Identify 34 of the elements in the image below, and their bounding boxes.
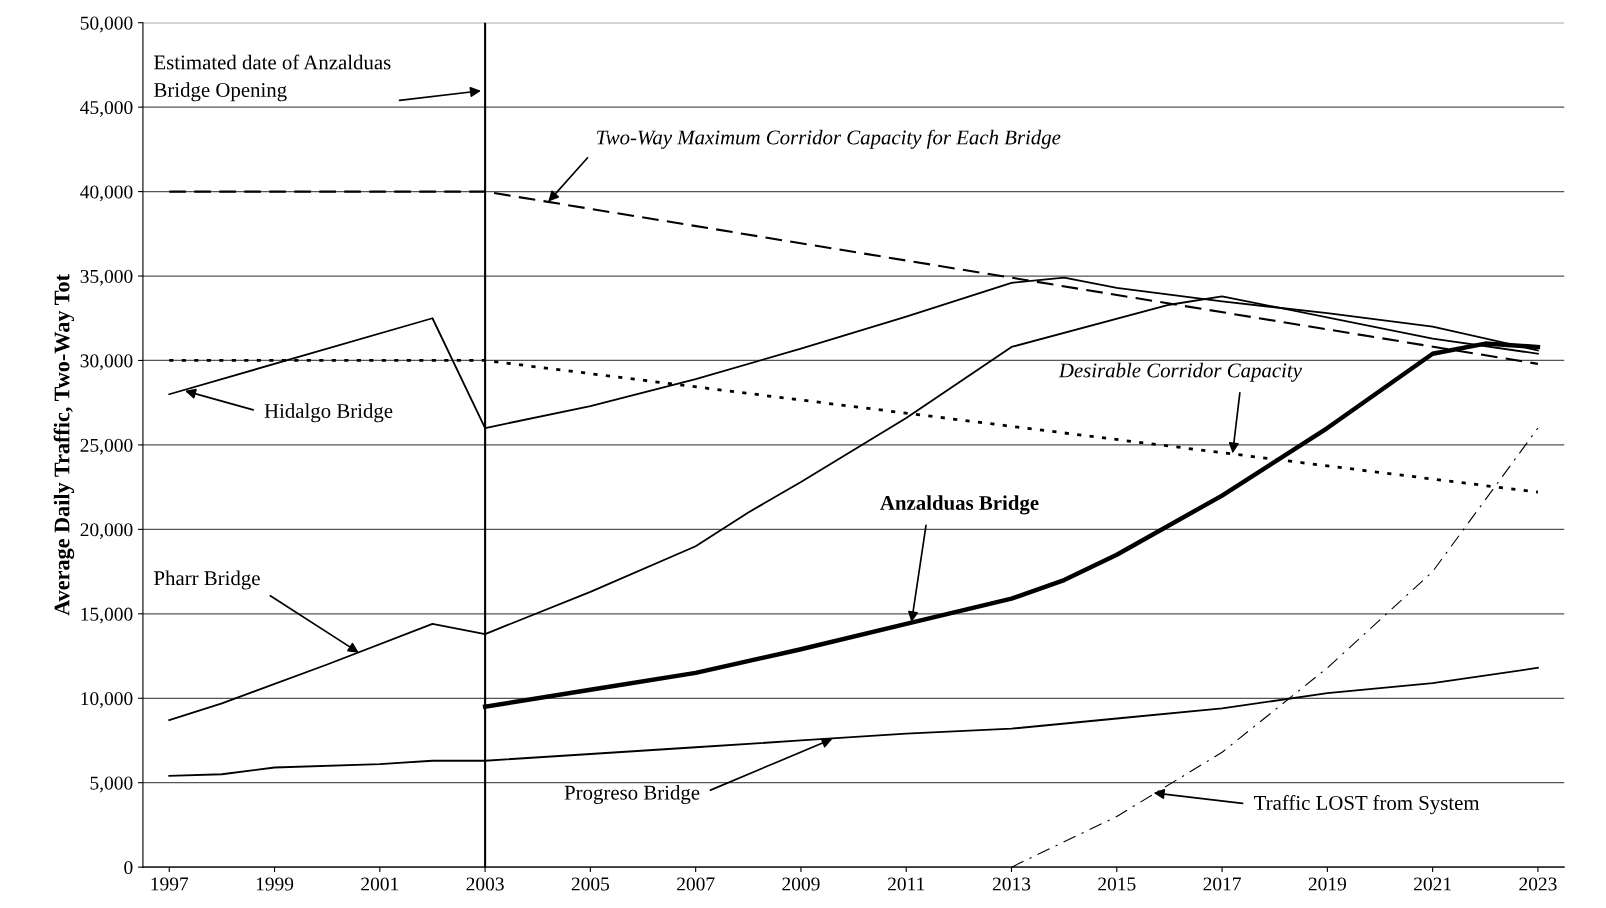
x-tick-label: 1999 [256,877,294,891]
x-tick-label: 2011 [888,877,925,891]
annotation: Progreso Bridge [564,785,700,804]
annotation: Anzalduas Bridge [880,495,1039,515]
x-tick-label: 2007 [677,877,715,891]
y-tick-label: 5,000 [90,776,133,793]
annotation: Traffic LOST from System [1254,795,1480,815]
y-tick-label: 20,000 [80,523,133,540]
y-tick-label: 15,000 [81,607,133,624]
y-tick-label: 35,000 [80,269,133,286]
x-tick-label: 1997 [151,877,189,891]
y-tick-label: 30,000 [80,354,133,371]
x-tick-label: 2015 [1098,877,1136,891]
annotation: Two-Way Maximum Corridor Capacity for Each Bridge [597,129,1061,149]
y-tick-label: 25,000 [80,438,133,455]
annotation: Desirable Corridor Capacity [1058,362,1302,382]
y-tick-label: 50,000 [80,16,133,33]
x-tick-label: 2021 [1414,877,1451,891]
y-tick-label: 45,000 [80,100,133,117]
annotation: Pharr Bridge [154,570,260,590]
ref-line-label: Estimated date of Anzalduas Bridge Opening [154,54,391,102]
x-tick-label: 2013 [992,877,1031,891]
x-tick-label: 2019 [1308,877,1347,891]
x-tick-label: 2009 [782,877,820,891]
y-tick-label: 40,000 [80,185,133,202]
y-tick-label: 0 [124,860,133,875]
x-tick-label: 2001 [361,877,399,891]
x-tick-label: 2017 [1203,877,1241,891]
y-tick-label: 10,000 [81,692,133,708]
annotation: Hidalgo Bridge [264,403,393,423]
x-tick-label: 2023 [1519,877,1557,891]
x-tick-label: 2003 [466,877,504,891]
x-tick-label: 2005 [571,877,610,891]
y-axis-title: Average Daily Traffic, Two-Way Tot [53,274,75,616]
